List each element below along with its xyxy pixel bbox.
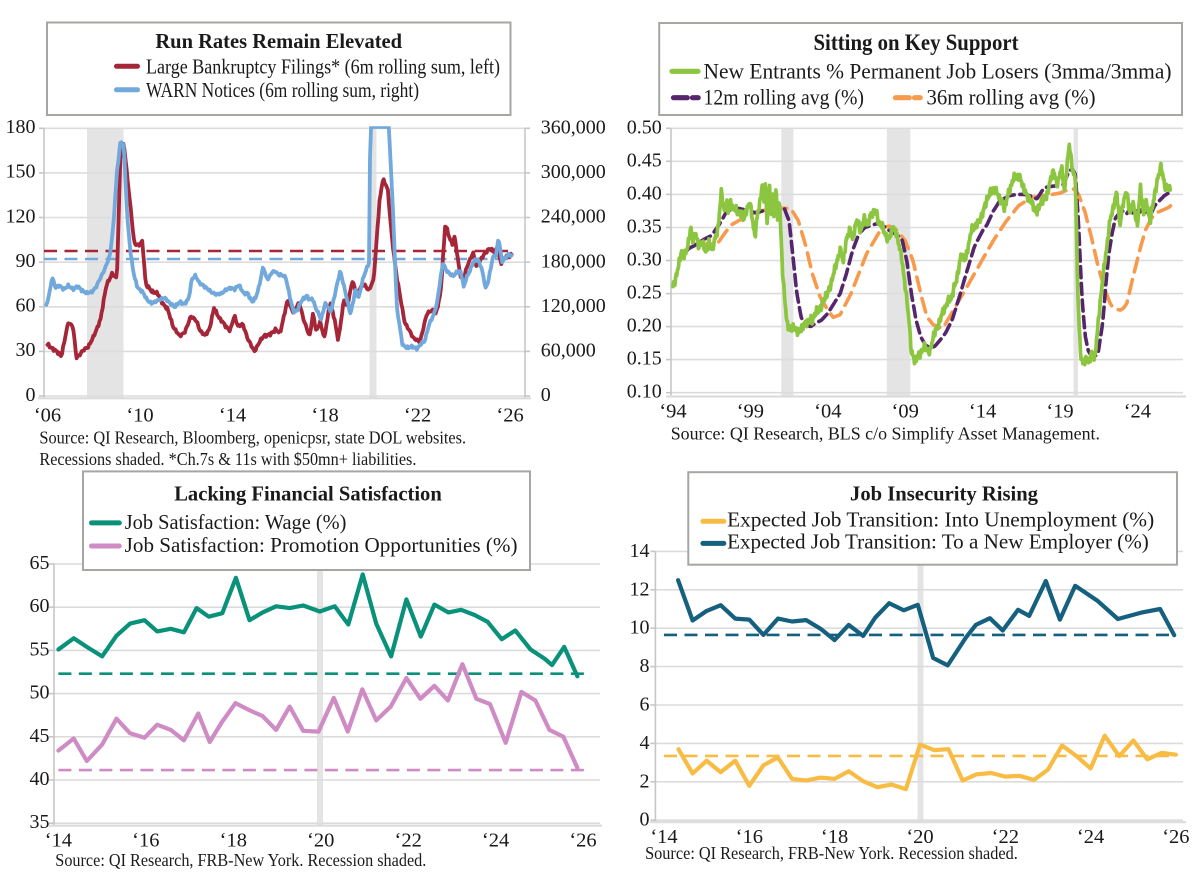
svg-text:0: 0 <box>541 384 551 406</box>
svg-text:Large Bankruptcy Filings* (6m: Large Bankruptcy Filings* (6m rolling su… <box>146 54 500 78</box>
svg-text:Sitting on Key Support: Sitting on Key Support <box>814 30 1019 55</box>
svg-text:‘22: ‘22 <box>395 830 422 852</box>
svg-text:‘18: ‘18 <box>220 830 247 852</box>
svg-text:Lacking Financial Satisfaction: Lacking Financial Satisfaction <box>174 481 442 505</box>
svg-text:12: 12 <box>630 578 650 600</box>
svg-text:90: 90 <box>16 250 36 272</box>
svg-text:‘10: ‘10 <box>126 405 153 427</box>
svg-text:60,000: 60,000 <box>541 340 596 362</box>
svg-text:40: 40 <box>30 768 50 790</box>
svg-text:‘26: ‘26 <box>496 405 523 427</box>
svg-text:4: 4 <box>640 732 650 754</box>
svg-text:120,000: 120,000 <box>541 295 606 317</box>
svg-text:0.30: 0.30 <box>627 249 662 271</box>
svg-text:‘94: ‘94 <box>659 401 686 423</box>
svg-text:Expected Job Transition: Into: Expected Job Transition: Into Unemployme… <box>727 507 1154 531</box>
svg-text:‘06: ‘06 <box>34 405 61 427</box>
svg-text:‘24: ‘24 <box>482 830 509 852</box>
svg-text:‘04: ‘04 <box>814 401 841 423</box>
svg-text:‘19: ‘19 <box>1046 401 1073 423</box>
svg-text:65: 65 <box>30 552 50 574</box>
svg-text:‘16: ‘16 <box>132 830 159 852</box>
svg-text:0.10: 0.10 <box>627 381 662 403</box>
svg-text:‘16: ‘16 <box>736 826 763 848</box>
svg-text:180: 180 <box>6 116 36 138</box>
svg-text:‘20: ‘20 <box>307 830 334 852</box>
svg-text:‘24: ‘24 <box>1124 401 1151 423</box>
svg-text:2: 2 <box>640 770 650 792</box>
svg-text:‘24: ‘24 <box>1077 826 1104 848</box>
svg-text:Recessions shaded. *Ch.7s & 11: Recessions shaded. *Ch.7s & 11s with $50… <box>39 449 416 469</box>
svg-text:‘20: ‘20 <box>906 826 933 848</box>
svg-text:‘14: ‘14 <box>45 830 72 852</box>
svg-text:0.40: 0.40 <box>627 182 662 204</box>
svg-text:12m rolling avg (%): 12m rolling avg (%) <box>704 85 865 110</box>
svg-text:Source: QI Research, Bloomberg: Source: QI Research, Bloomberg, openicps… <box>39 428 466 448</box>
svg-text:0.50: 0.50 <box>627 116 662 138</box>
svg-text:Job Satisfaction: Promotion Op: Job Satisfaction: Promotion Opportunitie… <box>125 533 518 557</box>
svg-text:55: 55 <box>30 638 50 660</box>
svg-text:‘22: ‘22 <box>404 405 431 427</box>
svg-text:‘09: ‘09 <box>892 401 919 423</box>
svg-text:360,000: 360,000 <box>541 117 606 139</box>
svg-text:36m rolling avg (%): 36m rolling avg (%) <box>927 85 1096 110</box>
svg-text:0.20: 0.20 <box>627 315 662 337</box>
svg-text:Expected Job Transition: To a: Expected Job Transition: To a New Employ… <box>727 529 1149 553</box>
svg-text:Job Satisfaction: Wage (%): Job Satisfaction: Wage (%) <box>125 510 347 534</box>
svg-text:‘99: ‘99 <box>737 401 764 423</box>
svg-text:Job Insecurity Rising: Job Insecurity Rising <box>850 482 1038 506</box>
svg-text:6: 6 <box>640 694 650 716</box>
svg-text:8: 8 <box>640 655 650 677</box>
svg-text:240,000: 240,000 <box>541 206 606 228</box>
svg-text:‘26: ‘26 <box>1162 826 1189 848</box>
svg-text:10: 10 <box>630 617 650 639</box>
svg-text:0.35: 0.35 <box>627 216 662 238</box>
svg-text:WARN Notices (6m rolling sum,: WARN Notices (6m rolling sum, right) <box>146 78 419 102</box>
svg-text:Source: QI Research, FRB-New Y: Source: QI Research, FRB-New York. Reces… <box>55 850 426 870</box>
svg-text:0.15: 0.15 <box>627 348 662 370</box>
svg-text:120: 120 <box>6 205 36 227</box>
svg-text:‘26: ‘26 <box>569 830 596 852</box>
svg-text:Source: QI Research, BLS c/o S: Source: QI Research, BLS c/o Simplify As… <box>671 424 1100 444</box>
svg-text:45: 45 <box>30 725 50 747</box>
svg-text:New Entrants % Permanent Job L: New Entrants % Permanent Job Losers (3mm… <box>704 58 1172 83</box>
svg-text:0.45: 0.45 <box>627 149 662 171</box>
svg-text:30: 30 <box>16 339 36 361</box>
svg-text:Source: QI Research, FRB-New Y: Source: QI Research, FRB-New York. Reces… <box>645 843 1018 863</box>
svg-text:0: 0 <box>640 809 650 831</box>
svg-text:‘18: ‘18 <box>821 826 848 848</box>
svg-text:180,000: 180,000 <box>541 250 606 272</box>
svg-text:‘14: ‘14 <box>650 826 677 848</box>
svg-text:‘14: ‘14 <box>219 405 246 427</box>
svg-text:300,000: 300,000 <box>541 161 606 183</box>
svg-text:60: 60 <box>30 595 50 617</box>
svg-text:0: 0 <box>26 384 36 406</box>
svg-text:14: 14 <box>630 540 650 562</box>
svg-text:‘18: ‘18 <box>311 405 338 427</box>
svg-text:60: 60 <box>16 295 36 317</box>
svg-text:‘22: ‘22 <box>992 826 1019 848</box>
svg-text:Run Rates Remain Elevated: Run Rates Remain Elevated <box>155 29 402 53</box>
svg-text:150: 150 <box>6 161 36 183</box>
svg-text:0.25: 0.25 <box>627 282 662 304</box>
svg-text:35: 35 <box>30 811 50 833</box>
svg-text:50: 50 <box>30 682 50 704</box>
svg-text:‘14: ‘14 <box>969 401 996 423</box>
